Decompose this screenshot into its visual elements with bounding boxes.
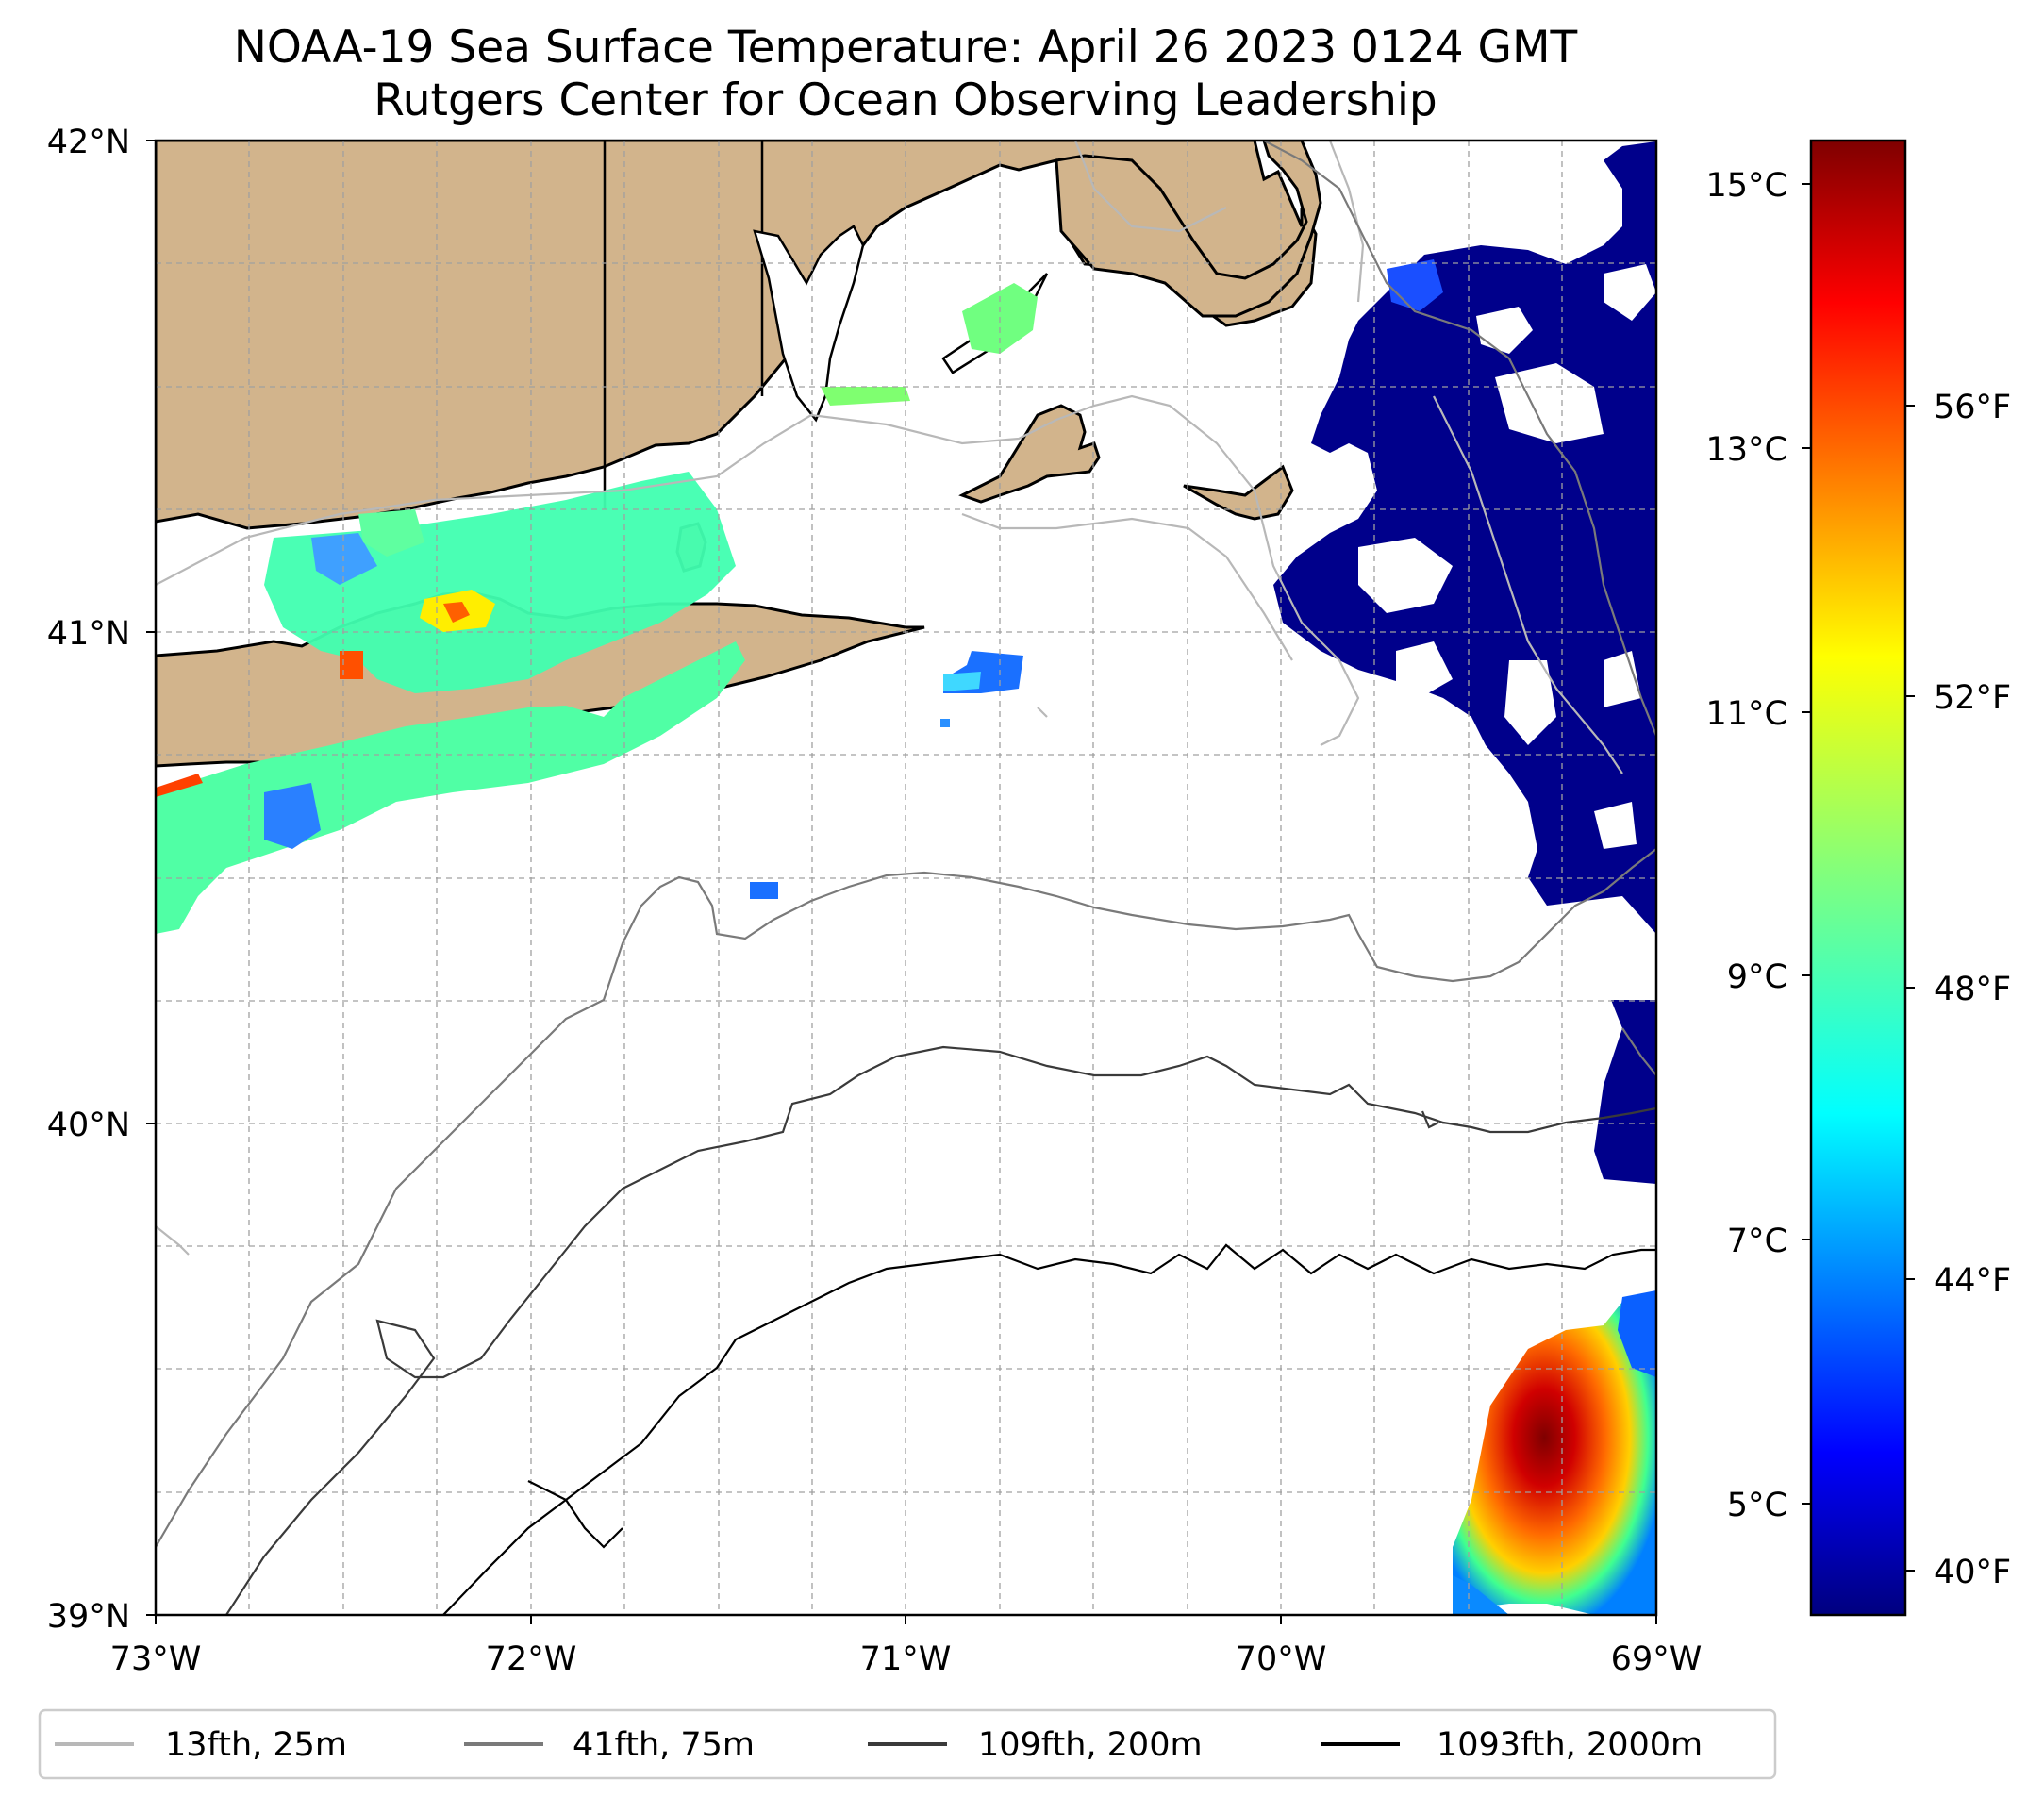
cloud-gap-6 — [1504, 660, 1556, 745]
sst-patch-li-sound-warmcore — [443, 602, 470, 623]
x-tick-label: 70°W — [1236, 1640, 1327, 1678]
sst-patch-warm-eddy — [1453, 1292, 1656, 1615]
colorbar-celsius-label: 5°C — [1727, 1487, 1787, 1524]
map-title-line-2: Rutgers Center for Ocean Observing Leade… — [374, 75, 1437, 126]
cloud-gap-8 — [1547, 896, 1656, 1000]
legend-item-2000m: 1093fth, 2000m — [1321, 1726, 1703, 1764]
colorbar-fahrenheit-label: 48°F — [1934, 971, 2011, 1008]
axis-ticks — [146, 140, 1657, 1624]
colorbar-celsius-label: 9°C — [1727, 958, 1787, 996]
contour-200m — [225, 1045, 1656, 1615]
sst-patch-li-sound-cool — [311, 533, 377, 585]
sst-patch-li-south-cool — [264, 783, 321, 849]
y-axis-labels: 42°N 41°N 40°N 39°N — [47, 124, 130, 1636]
y-tick-label: 41°N — [47, 615, 130, 653]
y-tick-label: 42°N — [47, 124, 130, 161]
colorbar: 15°C 13°C 11°C 9°C 7°C 5°C 56°F 52°F 48°… — [1706, 139, 2011, 1617]
sst-patch-offshore-dot — [940, 719, 950, 727]
cloud-gap-5 — [1396, 641, 1453, 698]
cape-cod — [1055, 141, 1322, 318]
contour-25m — [156, 141, 1623, 1256]
contour-75m — [156, 141, 1656, 1548]
sst-patch-offshore-cyan — [943, 672, 981, 691]
colorbar-gradient — [1809, 139, 1907, 1617]
contour-legend: 13fth, 25m 41fth, 75m 109fth, 200m 1093f… — [38, 1708, 1777, 1780]
map-title-line-1: NOAA-19 Sea Surface Temperature: April 2… — [234, 22, 1578, 74]
y-tick-label: 40°N — [47, 1106, 130, 1144]
x-axis-labels: 73°W 72°W 71°W 70°W 69°W — [110, 1640, 1703, 1678]
legend-label: 109fth, 200m — [978, 1726, 1203, 1764]
cloud-gap-9 — [1594, 802, 1637, 849]
x-tick-label: 73°W — [110, 1640, 202, 1678]
colorbar-fahrenheit-label: 56°F — [1934, 389, 2011, 426]
colorbar-fahrenheit-label: 44°F — [1934, 1262, 2011, 1300]
cloud-gap-4 — [1358, 538, 1453, 613]
nantucket — [1183, 464, 1294, 521]
colorbar-fahrenheit-label: 40°F — [1934, 1554, 2011, 1591]
colorbar-fahrenheit-label: 52°F — [1934, 679, 2011, 717]
legend-item-25m: 13fth, 25m — [55, 1726, 347, 1764]
contour-2000m — [442, 1243, 1656, 1615]
legend-item-75m: 41fth, 75m — [464, 1726, 755, 1764]
sst-patch-peconic — [340, 651, 363, 679]
x-tick-label: 71°W — [860, 1640, 952, 1678]
colorbar-celsius-label: 11°C — [1706, 695, 1787, 733]
cloud-gap-1 — [1476, 307, 1533, 354]
marthas-vineyard — [958, 404, 1101, 504]
map-area — [156, 141, 1656, 1615]
y-tick-label: 39°N — [47, 1598, 130, 1636]
colorbar-celsius-label: 13°C — [1706, 431, 1787, 469]
legend-label: 1093fth, 2000m — [1437, 1726, 1703, 1764]
narragansett-bay — [753, 225, 865, 423]
sst-patch-shelf-dot — [750, 882, 778, 899]
sst-patch-li-south-warm — [156, 774, 203, 797]
sst-patch-li-sound — [264, 472, 736, 693]
sst-patch-li-south — [156, 641, 745, 934]
colorbar-celsius-label: 15°C — [1706, 167, 1787, 205]
sst-patch-eddy-blue-rim-2 — [1618, 1290, 1656, 1377]
sst-patch-ct-coast — [358, 509, 424, 557]
sst-patch-ri-coast-2 — [821, 387, 910, 406]
legend-label: 41fth, 75m — [573, 1726, 755, 1764]
sst-patch-eddy-blue-rim — [1453, 1575, 1509, 1615]
cloud-gap-3 — [1604, 264, 1656, 321]
x-tick-label: 72°W — [486, 1640, 577, 1678]
mainland-new-england — [156, 141, 1318, 530]
colorbar-celsius-label: 7°C — [1727, 1223, 1787, 1260]
legend-item-200m: 109fth, 200m — [868, 1726, 1203, 1764]
legend-label: 13fth, 25m — [165, 1726, 347, 1764]
x-tick-label: 69°W — [1611, 1640, 1703, 1678]
cloud-gap-7 — [1604, 651, 1641, 707]
gridlines — [156, 141, 1656, 1615]
